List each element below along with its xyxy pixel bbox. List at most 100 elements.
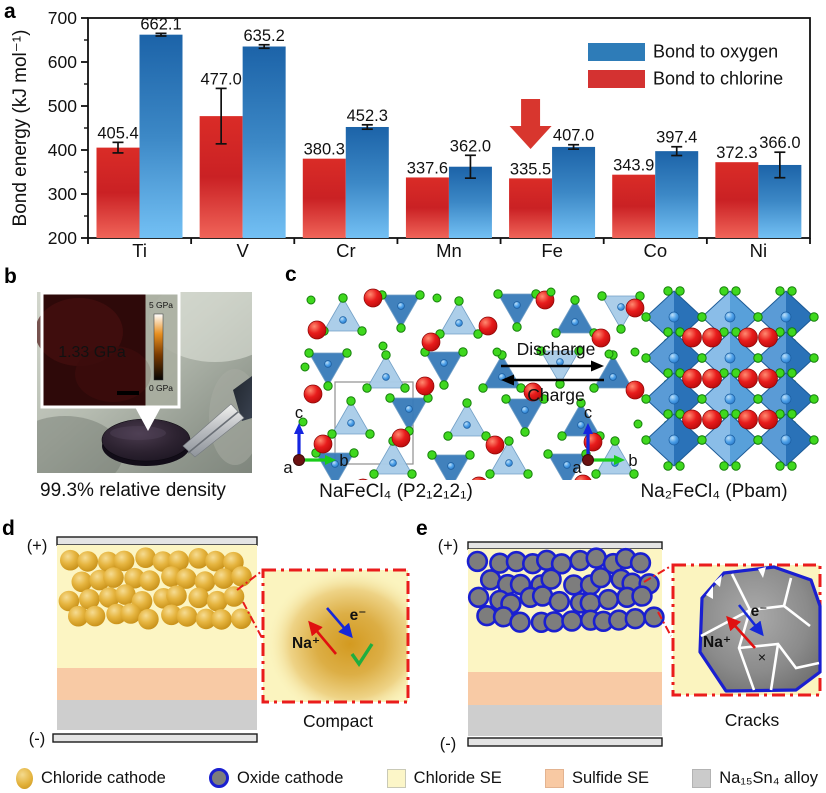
a-axis-dot xyxy=(293,454,305,466)
oxide-particle xyxy=(509,611,531,633)
value-label: 366.0 xyxy=(759,134,800,152)
na-ion-arrow xyxy=(726,615,756,649)
chloride-particle xyxy=(175,568,197,589)
oxide-particle xyxy=(579,592,602,614)
na-atom xyxy=(702,368,722,389)
cl-atom xyxy=(731,286,741,296)
crack-line xyxy=(782,577,793,607)
cl-atom xyxy=(501,394,511,404)
na2fecl4-structure xyxy=(641,286,819,471)
y-tick-label: 600 xyxy=(48,52,77,72)
na-atom xyxy=(485,435,505,455)
discharge-label: Discharge xyxy=(517,339,596,359)
chloride-particle xyxy=(103,567,124,588)
cl-atom xyxy=(787,461,797,471)
fe-atom xyxy=(577,421,585,429)
fecl4-tetrahedron xyxy=(323,297,363,332)
cl-atom xyxy=(504,436,514,446)
scale-bar xyxy=(117,391,139,395)
na-atom xyxy=(358,478,368,480)
fe-atom xyxy=(324,360,332,368)
chloride-particle xyxy=(161,604,182,626)
cl-atom xyxy=(775,286,785,296)
cl-atom xyxy=(520,427,530,437)
na-atom xyxy=(591,328,611,348)
fecl4-tetrahedron xyxy=(540,350,580,385)
cl-atom xyxy=(697,394,707,404)
fecl4-tetrahedron xyxy=(439,300,479,335)
cl-atom xyxy=(641,312,651,322)
value-label: 372.3 xyxy=(716,144,757,162)
cl-atom xyxy=(415,290,425,300)
category-label: Mn xyxy=(436,240,462,260)
cl-atom xyxy=(338,293,348,303)
octahedron-outline xyxy=(757,413,815,467)
cl-atom xyxy=(557,431,567,441)
tweezers-seam xyxy=(187,411,239,454)
oxide-particle xyxy=(624,607,647,630)
y-tick-label: 400 xyxy=(48,140,77,160)
zoom-connector xyxy=(236,570,263,591)
fe-atom xyxy=(405,405,413,413)
zoom-connector xyxy=(242,601,263,639)
electron-label: e⁻ xyxy=(350,607,367,624)
fecl4-tetrahedron xyxy=(555,299,595,334)
fe-atom xyxy=(617,303,625,311)
chart-legend-label: Bond to oxygen xyxy=(653,42,778,62)
cl-atom xyxy=(523,469,533,479)
sulfide-se-layer xyxy=(57,668,257,700)
cl-atom xyxy=(697,435,707,445)
na-atom xyxy=(363,288,383,308)
cl-atom xyxy=(327,429,337,439)
category-label: Ti xyxy=(132,240,147,260)
value-label: 662.1 xyxy=(140,15,181,33)
cl-atom xyxy=(485,469,495,479)
cl-atom xyxy=(400,383,410,393)
fe-atom xyxy=(780,393,792,405)
panel-letter-a: a xyxy=(4,0,16,23)
na-ion-label: Na⁺ xyxy=(703,634,731,651)
cl-atom xyxy=(536,346,546,356)
cl-atom xyxy=(787,327,797,337)
cl-atom xyxy=(378,341,388,351)
oxide-cathode-swatch-icon xyxy=(209,768,229,788)
cl-atom xyxy=(465,450,475,460)
panel-letter-e: e xyxy=(416,517,428,540)
na-ion-label: Na⁺ xyxy=(292,635,320,652)
oxide-cathode-particles xyxy=(466,547,665,634)
chloride-particle xyxy=(120,603,142,624)
pellet-sheen xyxy=(110,426,166,440)
chloride-particle xyxy=(58,590,80,612)
chloride-particle xyxy=(152,551,174,572)
cl-atom xyxy=(427,450,437,460)
fe-atom xyxy=(455,319,463,327)
fecl6-octahedron xyxy=(730,414,758,466)
tweezers-handle xyxy=(233,376,252,421)
photo-shadow xyxy=(37,416,123,473)
cl-atom xyxy=(719,461,729,471)
na-atom xyxy=(738,368,758,389)
cl-atom xyxy=(809,353,819,363)
chloride-particle xyxy=(194,571,216,592)
cl-atom xyxy=(697,353,707,363)
fe-atom xyxy=(609,373,617,381)
fe-atom xyxy=(513,301,521,309)
cracks-caption: Cracks xyxy=(725,710,780,730)
bar-chlorine-Ti xyxy=(96,147,140,238)
cl-atom xyxy=(630,347,640,357)
chloride-particle xyxy=(223,586,245,607)
cl-atom xyxy=(697,312,707,322)
cl-atom xyxy=(753,353,763,363)
figure-legend: Chloride cathode Oxide cathode Chloride … xyxy=(16,765,818,791)
axis-triads: c b a c b a xyxy=(283,404,637,477)
y-tick-label: 700 xyxy=(48,8,77,28)
na-atom xyxy=(415,376,435,396)
fe-atom xyxy=(347,419,355,427)
a-axis-label: a xyxy=(283,459,293,477)
cl-atom xyxy=(675,286,685,296)
cl-atom xyxy=(473,329,483,339)
chloride-particle xyxy=(195,608,217,630)
legend-label: Sulfide SE xyxy=(571,768,649,787)
pellet-photo: 5 GPa 0 GPa 1.33 GPa xyxy=(37,292,252,473)
